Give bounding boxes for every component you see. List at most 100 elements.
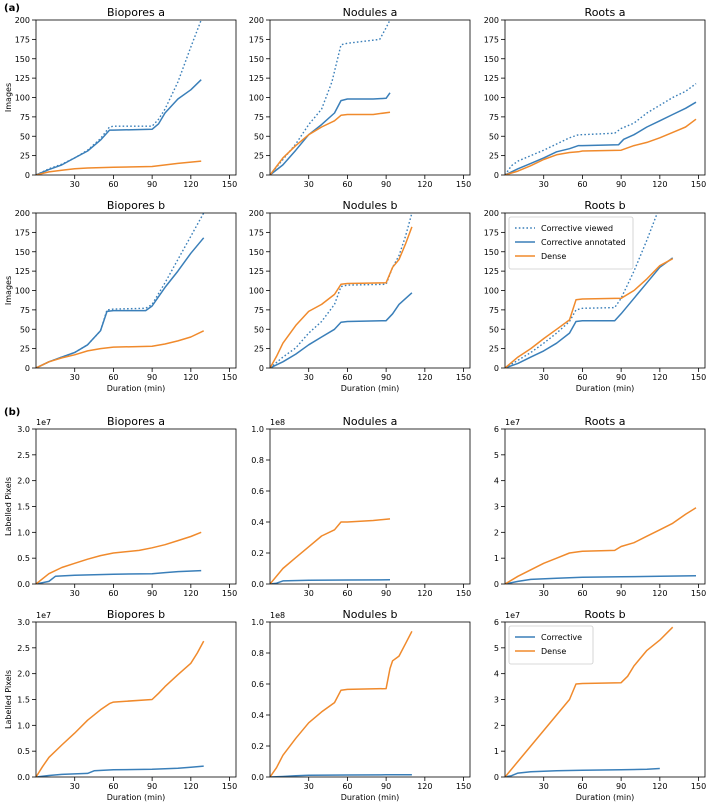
- y-tick-label: 200: [484, 209, 499, 218]
- legend-box: [508, 625, 594, 665]
- panel-title: Nodules a: [343, 6, 398, 19]
- y-tick-label: 25: [489, 345, 499, 354]
- x-tick-label: 30: [304, 589, 314, 598]
- x-tick-label: 90: [147, 180, 157, 189]
- x-tick-label: 30: [70, 373, 80, 382]
- y-tick-label: 75: [20, 113, 30, 122]
- y-tick-label: 2: [494, 528, 499, 537]
- x-tick-label: 90: [616, 180, 626, 189]
- y-axis-label: Labelled Pixels: [4, 477, 13, 536]
- y-tick-label: 150: [249, 55, 264, 64]
- y-tick-label: 1.0: [17, 721, 30, 730]
- y-tick-label: 150: [249, 248, 264, 257]
- panel-a-roots-a: Roots a 30 60 90 120 150 0 25 50 75 100 125 150 175 20…: [484, 6, 706, 189]
- x-tick-label: 150: [456, 782, 471, 791]
- y-tick-label: 50: [20, 132, 30, 141]
- legend: Corrective Dense: [508, 625, 594, 665]
- y-tick-label: 200: [15, 209, 30, 218]
- y-tick-label: 100: [484, 287, 499, 296]
- y-tick-label: 50: [254, 132, 264, 141]
- series-line-corrective: [36, 765, 204, 777]
- y-tick-label: 1: [494, 747, 499, 756]
- y-tick-label: 75: [489, 113, 499, 122]
- y-axis-label: Images: [4, 83, 13, 112]
- x-axis-label: Duration (min): [576, 384, 635, 393]
- x-tick-label: 120: [183, 589, 198, 598]
- plot-frame: [269, 621, 471, 778]
- y-tick-label: 0.2: [251, 742, 264, 751]
- x-tick-label: 30: [304, 180, 314, 189]
- plot-frame: [504, 621, 706, 778]
- series-line-dense: [36, 531, 202, 584]
- section-label-a: (a): [4, 3, 20, 14]
- y-tick-label: 0: [494, 773, 499, 782]
- x-tick-label: 150: [456, 180, 471, 189]
- y-tick-label: 0.0: [17, 580, 30, 589]
- legend-box: [508, 216, 634, 270]
- x-tick-label: 120: [417, 373, 432, 382]
- x-tick-label: 30: [70, 782, 80, 791]
- y-tick-label: 150: [15, 248, 30, 257]
- series-line-corrective-viewed: [270, 213, 413, 368]
- y-tick-label: 175: [249, 228, 264, 237]
- y-tick-label: 6: [494, 618, 499, 627]
- x-tick-label: 60: [342, 782, 352, 791]
- panel-b-nodules-b: Nodules b 1e8 Duration (min) 30 60 90 120 150 0.…: [251, 608, 471, 802]
- x-tick-label: 60: [108, 782, 118, 791]
- y-tick-label: 3.0: [17, 425, 30, 434]
- y-tick-label: 0.8: [251, 649, 264, 658]
- y-tick-label: 175: [249, 35, 264, 44]
- series-line-corrective: [36, 569, 202, 584]
- plot-frame: [269, 212, 471, 369]
- y-tick-label: 75: [254, 306, 264, 315]
- y-tick-label: 6: [494, 425, 499, 434]
- x-tick-label: 150: [222, 373, 237, 382]
- plot-frame: [269, 428, 471, 585]
- y-tick-label: 125: [15, 267, 30, 276]
- x-tick-label: 60: [342, 589, 352, 598]
- x-tick-label: 150: [691, 180, 706, 189]
- x-tick-label: 120: [183, 180, 198, 189]
- y-tick-label: 2: [494, 721, 499, 730]
- x-tick-label: 60: [577, 180, 587, 189]
- plot-frame: [35, 19, 237, 176]
- y-tick-label: 100: [249, 94, 264, 103]
- y-axis-label: Labelled Pixels: [4, 670, 13, 729]
- panel-a-biopores-a: Biopores a Images 30 60 90 120 150 0 25 50 75 100 12…: [4, 6, 237, 189]
- series-line-dense: [270, 518, 391, 584]
- y-tick-label: 25: [254, 345, 264, 354]
- x-tick-label: 120: [417, 589, 432, 598]
- panel-title: Roots b: [584, 199, 625, 212]
- x-tick-label: 30: [304, 782, 314, 791]
- series-line-dense: [270, 630, 413, 777]
- legend: Corrective viewed Corrective annotated Den…: [508, 216, 634, 270]
- panel-title: Biopores a: [107, 6, 165, 19]
- plot-frame: [504, 212, 706, 369]
- y-tick-label: 125: [249, 267, 264, 276]
- y-tick-label: 75: [254, 113, 264, 122]
- y-tick-label: 4: [494, 670, 499, 679]
- plot-frame: [35, 428, 237, 585]
- series-line-dense: [505, 507, 697, 584]
- plot-frame: [504, 428, 706, 585]
- y-tick-label: 0: [259, 364, 264, 373]
- panel-title: Nodules a: [343, 415, 398, 428]
- panel-b-nodules-a: Nodules a 1e8 30 60 90 120 150 0.0 0.2 0.4 0.6 0.8 1…: [251, 415, 471, 598]
- panel-title: Biopores b: [107, 608, 165, 621]
- x-tick-label: 150: [222, 782, 237, 791]
- y-tick-label: 1.5: [17, 696, 30, 705]
- y-tick-label: 2.5: [17, 451, 30, 460]
- x-axis-label: Duration (min): [576, 793, 635, 802]
- series-line-corrective-viewed: [36, 20, 202, 175]
- legend-label: Corrective viewed: [541, 224, 613, 233]
- series-line-corrective-viewed: [505, 83, 697, 175]
- y-tick-label: 1.0: [251, 618, 264, 627]
- y-tick-label: 200: [484, 16, 499, 25]
- axis-scale-label: 1e8: [270, 611, 285, 620]
- panel-a-nodules-b: Nodules b Duration (min) 30 60 90 120 150 0 25 50…: [249, 199, 471, 393]
- x-axis-label: Duration (min): [341, 384, 400, 393]
- y-tick-label: 25: [254, 152, 264, 161]
- axis-scale-label: 1e8: [270, 418, 285, 427]
- y-tick-label: 4: [494, 477, 499, 486]
- y-tick-label: 175: [15, 35, 30, 44]
